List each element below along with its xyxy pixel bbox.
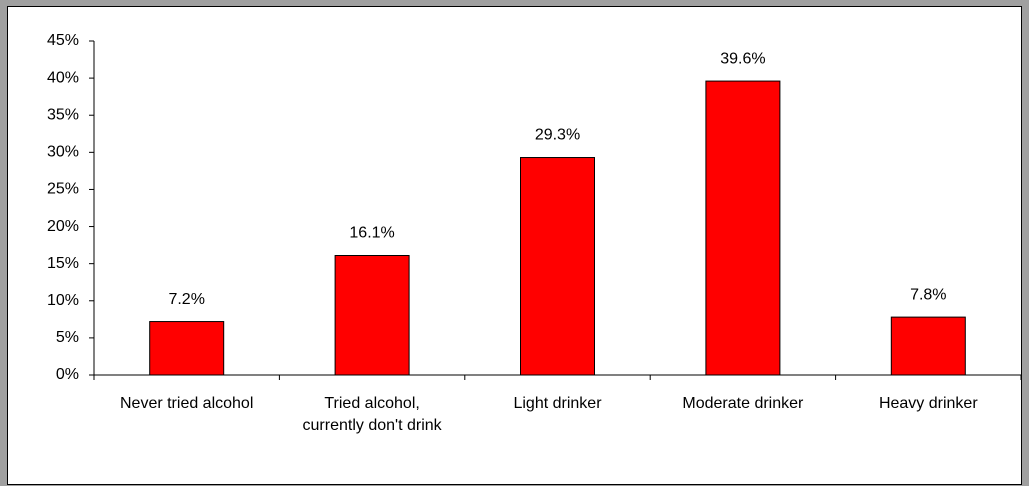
x-tick-label: Light drinker: [513, 395, 602, 412]
data-label: 7.8%: [910, 286, 946, 303]
data-label: 29.3%: [535, 127, 580, 144]
y-tick-label: 10%: [47, 292, 79, 309]
x-tick-label: Tried alcohol, currently don't drink: [302, 395, 442, 434]
bar: [520, 157, 595, 376]
bar: [149, 321, 225, 376]
y-tick-label: 25%: [47, 181, 79, 198]
bar: [334, 255, 410, 376]
y-tick-label: 20%: [47, 218, 79, 235]
data-label: 39.6%: [720, 50, 765, 67]
chart-frame: 0% 5% 10% 15% 20% 25% 30% 35% 40% 45% 7.2% 16.1% 29.…: [7, 6, 1022, 485]
bar: [705, 80, 781, 376]
y-tick-label: 40%: [47, 69, 79, 86]
y-tick-label: 30%: [47, 144, 79, 161]
x-tick-label: Heavy drinker: [878, 395, 978, 412]
y-tick-label: 5%: [56, 329, 79, 346]
x-tick-label: Never tried alcohol: [119, 395, 254, 412]
y-tick-label: 35%: [47, 106, 79, 123]
chart: 0% 5% 10% 15% 20% 25% 30% 35% 40% 45% 7.2% 16.1% 29.…: [47, 32, 1022, 383]
data-label: 16.1%: [349, 225, 394, 242]
bar: [890, 316, 966, 376]
y-tick-label: 15%: [47, 255, 79, 272]
y-tick-label: 0%: [56, 366, 79, 383]
data-label: 7.2%: [168, 291, 204, 308]
y-tick-label: 45%: [47, 32, 79, 49]
x-tick-label: Moderate drinker: [682, 395, 804, 412]
